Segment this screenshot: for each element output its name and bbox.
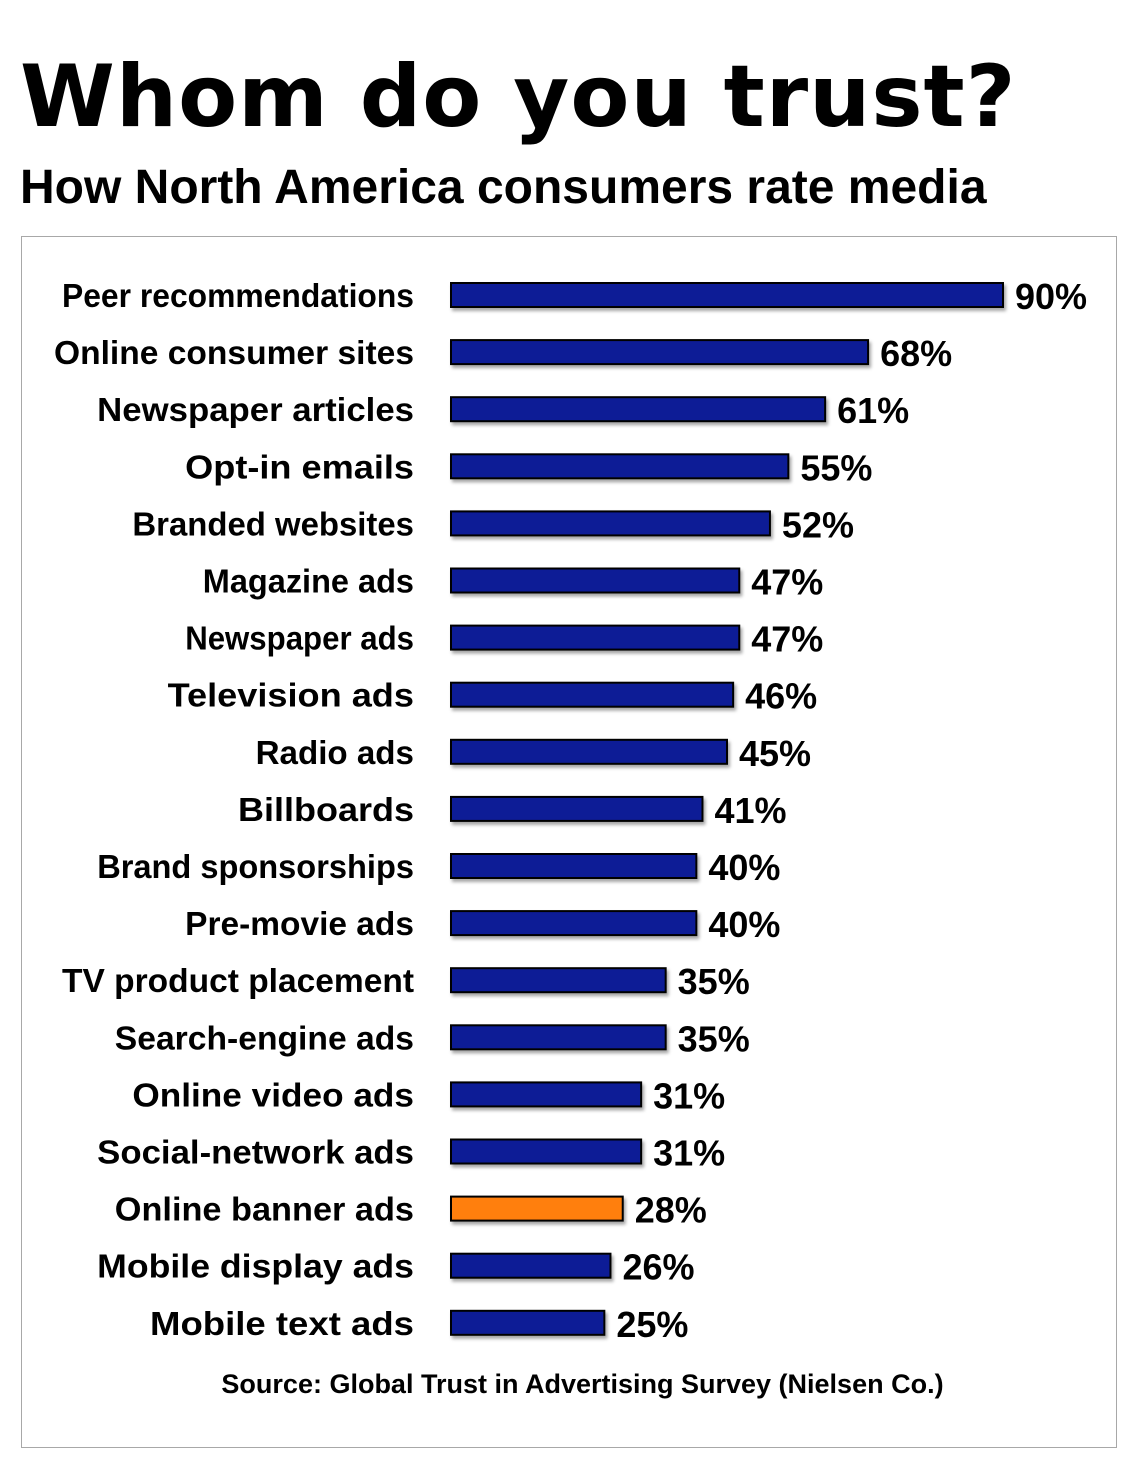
category-label-brand-sponsorships: Brand sponsorships bbox=[97, 848, 414, 885]
value-label-online-video-ads: 31% bbox=[653, 1075, 725, 1116]
value-label-search-engine-ads: 35% bbox=[678, 1018, 750, 1059]
bar-pre-movie-ads bbox=[450, 910, 698, 937]
value-label-radio-ads: 45% bbox=[739, 733, 811, 774]
category-label-branded-websites: Branded websites bbox=[132, 505, 414, 542]
bar-brand-sponsorships bbox=[450, 853, 698, 879]
chart-frame bbox=[21, 236, 1117, 1448]
bar-billboards bbox=[450, 795, 704, 822]
bar-newspaper-articles bbox=[450, 396, 827, 423]
bar-magazine-ads bbox=[450, 567, 741, 594]
category-label-radio-ads: Radio ads bbox=[256, 734, 414, 771]
value-label-newspaper-articles: 61% bbox=[837, 390, 909, 431]
value-label-mobile-display-ads: 26% bbox=[622, 1247, 694, 1288]
bar-online-banner-ads bbox=[450, 1195, 624, 1222]
value-label-pre-movie-ads: 40% bbox=[708, 904, 780, 945]
bar-online-video-ads bbox=[450, 1081, 643, 1108]
category-label-pre-movie-ads: Pre-movie ads bbox=[185, 905, 414, 942]
value-label-television-ads: 46% bbox=[745, 676, 817, 717]
value-label-brand-sponsorships: 40% bbox=[708, 847, 780, 888]
value-label-opt-in-emails: 55% bbox=[800, 447, 872, 488]
bar-branded-websites bbox=[450, 510, 771, 537]
category-label-search-engine-ads: Search-engine ads bbox=[115, 1019, 414, 1056]
category-label-mobile-display-ads: Mobile display ads bbox=[97, 1248, 414, 1285]
chart-title: Whom do you trust? bbox=[20, 47, 1017, 147]
value-label-billboards: 41% bbox=[714, 790, 786, 831]
value-label-mobile-text-ads: 25% bbox=[616, 1304, 688, 1345]
value-label-online-banner-ads: 28% bbox=[635, 1190, 707, 1231]
category-label-opt-in-emails: Opt-in emails bbox=[185, 448, 414, 485]
category-label-newspaper-ads: Newspaper ads bbox=[185, 620, 414, 657]
bars-group bbox=[450, 282, 1004, 1336]
bar-opt-in-emails bbox=[450, 453, 790, 480]
value-label-online-consumer-sites: 68% bbox=[880, 333, 952, 374]
value-labels-group: 90% 68% 61% 55% 52% 47% 47% 46% 45% 41% 40% 40% 35% 3… bbox=[616, 276, 1087, 1345]
bar-social-network-ads bbox=[450, 1138, 643, 1165]
bar-online-consumer-sites bbox=[450, 339, 870, 366]
value-label-tv-product-placement: 35% bbox=[678, 961, 750, 1002]
category-labels-group: Peer recommendations Online consumer site… bbox=[54, 277, 414, 1342]
category-label-billboards: Billboards bbox=[238, 791, 414, 828]
category-label-mobile-text-ads: Mobile text ads bbox=[150, 1305, 414, 1342]
category-label-peer-recommendations: Peer recommendations bbox=[62, 277, 414, 314]
category-label-online-consumer-sites: Online consumer sites bbox=[54, 334, 414, 371]
bar-peer-recommendations bbox=[450, 282, 1004, 308]
category-label-online-banner-ads: Online banner ads bbox=[115, 1191, 414, 1228]
category-label-online-video-ads: Online video ads bbox=[132, 1076, 414, 1113]
category-label-magazine-ads: Magazine ads bbox=[203, 563, 414, 600]
category-label-tv-product-placement: TV product placement bbox=[62, 962, 414, 999]
value-label-social-network-ads: 31% bbox=[653, 1133, 725, 1174]
value-label-newspaper-ads: 47% bbox=[751, 619, 823, 660]
bar-mobile-display-ads bbox=[450, 1252, 612, 1279]
bar-radio-ads bbox=[450, 738, 728, 765]
bar-newspaper-ads bbox=[450, 624, 741, 651]
bar-tv-product-placement bbox=[450, 967, 667, 994]
bar-television-ads bbox=[450, 681, 735, 708]
bar-mobile-text-ads bbox=[450, 1309, 606, 1336]
value-label-magazine-ads: 47% bbox=[751, 562, 823, 603]
value-label-branded-websites: 52% bbox=[782, 504, 854, 545]
chart-subtitle: How North America consumers rate media bbox=[20, 161, 987, 214]
category-label-social-network-ads: Social-network ads bbox=[97, 1134, 414, 1171]
source-note: Source: Global Trust in Advertising Surv… bbox=[221, 1369, 944, 1399]
category-label-newspaper-articles: Newspaper articles bbox=[97, 391, 414, 428]
category-label-television-ads: Television ads bbox=[168, 677, 414, 714]
bar-search-engine-ads bbox=[450, 1024, 667, 1051]
value-label-peer-recommendations: 90% bbox=[1015, 276, 1087, 317]
